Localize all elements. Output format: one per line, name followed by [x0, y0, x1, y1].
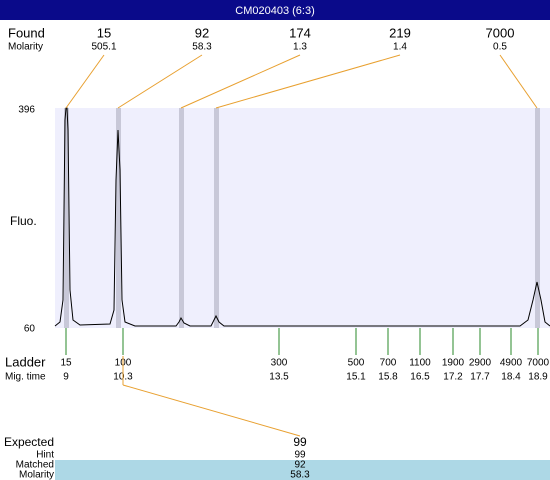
ladder-time: 17.7	[470, 372, 490, 383]
ladder-size: 15	[60, 358, 72, 369]
expected-value: 99	[293, 435, 307, 449]
ladder-size: 500	[348, 358, 365, 369]
ladder-time: 17.2	[443, 372, 463, 383]
ladder-time: 18.9	[528, 372, 548, 383]
found-label: Found	[8, 25, 45, 40]
ladder-size: 1900	[442, 358, 465, 369]
expected-value: 99	[294, 450, 306, 461]
expected-label: Expected	[4, 435, 54, 449]
found-size: 7000	[486, 25, 515, 40]
ladder-size: 2900	[469, 358, 492, 369]
ladder-time: 9	[63, 372, 69, 383]
trace	[54, 107, 550, 327]
ladder-size: 700	[380, 358, 397, 369]
ladder-time: 13.5	[269, 372, 289, 383]
ladder-time: 15.1	[346, 372, 366, 383]
ladder-time: 18.4	[501, 372, 521, 383]
expected-label: Molarity	[19, 470, 54, 480]
title-bar	[0, 0, 550, 20]
found-size: 174	[289, 25, 311, 40]
found-molarity: 0.5	[493, 42, 507, 53]
found-molarity: 505.1	[91, 42, 116, 53]
peak-bands	[64, 108, 540, 328]
found-link	[180, 54, 301, 109]
y-max: 396	[18, 105, 35, 116]
plot-area	[55, 108, 550, 328]
found-link	[65, 54, 105, 109]
ladder-time: 16.5	[410, 372, 430, 383]
molarity-label: Molarity	[8, 42, 43, 53]
y-min: 60	[24, 324, 36, 335]
found-size: 15	[97, 25, 111, 40]
y-axis-label: Fluo.	[10, 214, 37, 228]
matched-band	[55, 460, 550, 480]
found-size: 219	[389, 25, 411, 40]
found-molarity: 1.4	[393, 42, 407, 53]
time-label: Mig. time	[5, 372, 46, 383]
expected-value: 58.3	[290, 470, 310, 480]
ladder-size: 300	[271, 358, 288, 369]
ladder-size: 1100	[409, 358, 431, 369]
ladder-size: 7000	[527, 358, 550, 369]
title: CM020403 (6:3)	[235, 5, 315, 17]
found-molarity: 58.3	[192, 42, 212, 53]
ladder-size: 4900	[500, 358, 523, 369]
found-molarity: 1.3	[293, 42, 307, 53]
found-size: 92	[195, 25, 209, 40]
expected-link	[122, 384, 301, 437]
ladder-label: Ladder	[5, 354, 46, 369]
expected-value: 92	[294, 460, 306, 471]
found-link	[499, 54, 538, 109]
expected-label: Hint	[36, 450, 54, 461]
found-link	[117, 54, 203, 109]
expected-label: Matched	[16, 460, 54, 471]
ladder-time: 15.8	[378, 372, 398, 383]
found-link	[215, 54, 401, 109]
